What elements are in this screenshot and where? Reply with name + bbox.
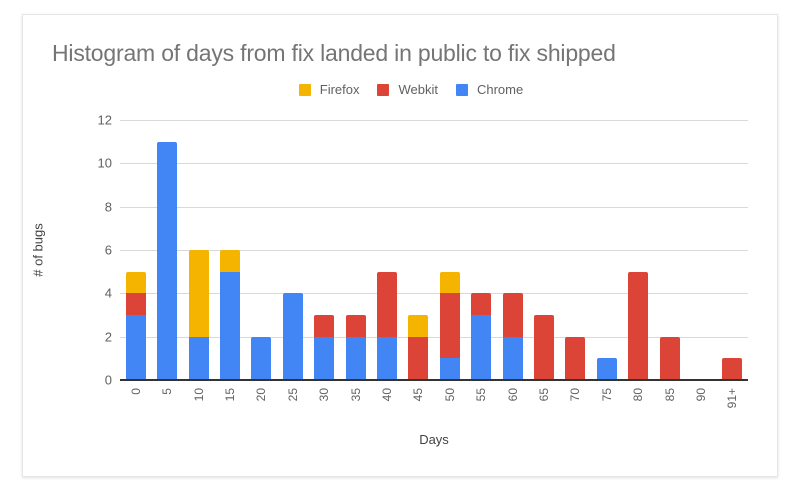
chrome-segment[interactable]	[345, 336, 366, 380]
x-tick-label: 85	[662, 388, 677, 402]
webkit-segment[interactable]	[722, 358, 743, 380]
x-tick-label: 10	[191, 388, 206, 402]
bar-75[interactable]	[596, 358, 617, 380]
bar-45[interactable]	[408, 315, 429, 380]
webkit-segment[interactable]	[125, 293, 146, 315]
x-tick-label: 35	[348, 388, 363, 402]
bar-40[interactable]	[376, 271, 397, 380]
x-tick-label: 20	[254, 388, 269, 402]
gridline	[120, 163, 748, 165]
chart-title: Histogram of days from fix landed in pub…	[52, 40, 616, 66]
y-tick-label: 2	[104, 329, 112, 345]
legend-item-chrome[interactable]: Chrome	[455, 82, 524, 97]
bar-10[interactable]	[188, 250, 209, 380]
gridline	[120, 293, 748, 295]
legend-label: Firefox	[319, 82, 360, 97]
bar-55[interactable]	[471, 293, 492, 380]
x-axis-label: Days	[419, 432, 449, 447]
x-tick-label: 15	[222, 388, 237, 402]
bar-35[interactable]	[345, 315, 366, 380]
webkit-segment[interactable]	[376, 271, 397, 337]
chrome-segment[interactable]	[251, 336, 272, 380]
x-axis-line	[120, 379, 748, 381]
gridline	[120, 336, 748, 338]
webkit-segment[interactable]	[502, 293, 523, 337]
x-tick-label: 45	[411, 388, 426, 402]
chrome-segment[interactable]	[125, 315, 146, 380]
firefox-segment[interactable]	[125, 271, 146, 294]
chrome-segment[interactable]	[188, 336, 209, 380]
x-tick-label: 80	[631, 388, 646, 402]
webkit-segment[interactable]	[345, 315, 366, 337]
firefox-segment[interactable]	[188, 250, 209, 337]
webkit-segment[interactable]	[314, 315, 335, 337]
bar-80[interactable]	[628, 271, 649, 380]
x-tick-label: 40	[379, 388, 394, 402]
bar-65[interactable]	[533, 315, 554, 380]
chrome-segment[interactable]	[439, 358, 460, 380]
x-tick-label: 91+	[725, 388, 740, 409]
bar-85[interactable]	[659, 336, 680, 380]
x-tick-label: 70	[568, 388, 583, 402]
gridline	[120, 206, 748, 208]
chrome-swatch-icon	[455, 83, 468, 96]
x-tick-label: 60	[505, 388, 520, 402]
chrome-segment[interactable]	[314, 336, 335, 380]
bar-30[interactable]	[314, 315, 335, 380]
bar-15[interactable]	[219, 250, 240, 380]
webkit-segment[interactable]	[408, 336, 429, 380]
legend-item-webkit[interactable]: Webkit	[377, 82, 438, 97]
webkit-segment[interactable]	[471, 293, 492, 315]
chrome-segment[interactable]	[502, 336, 523, 380]
legend-item-firefox[interactable]: Firefox	[298, 82, 360, 97]
gridline	[120, 120, 748, 121]
chart-card	[22, 14, 778, 477]
y-tick-label: 4	[104, 285, 112, 301]
y-tick-label: 6	[104, 242, 112, 258]
x-tick-label: 5	[160, 388, 175, 395]
webkit-segment[interactable]	[659, 336, 680, 380]
firefox-segment[interactable]	[408, 315, 429, 337]
gridline	[120, 250, 748, 251]
webkit-swatch-icon	[377, 83, 390, 96]
bar-60[interactable]	[502, 293, 523, 380]
x-tick-label: 50	[442, 388, 457, 402]
x-tick-label: 0	[128, 388, 143, 395]
chrome-segment[interactable]	[157, 141, 178, 380]
bar-91plus[interactable]	[722, 358, 743, 380]
chrome-segment[interactable]	[596, 358, 617, 380]
firefox-swatch-icon	[298, 83, 311, 96]
firefox-segment[interactable]	[219, 250, 240, 272]
plot-area: 0 2 4 6 8 10 12 0 5 10 15 20 25 30 35 40 45 50 55 60 65 70 75 8…	[98, 113, 748, 408]
chrome-segment[interactable]	[471, 315, 492, 380]
y-tick-label: 0	[104, 372, 112, 388]
x-tick-label: 90	[693, 388, 708, 402]
bar-0[interactable]	[125, 271, 146, 380]
firefox-segment[interactable]	[439, 271, 460, 294]
chrome-segment[interactable]	[376, 336, 397, 380]
chrome-segment[interactable]	[282, 293, 303, 380]
x-tick-label: 75	[599, 388, 614, 402]
webkit-segment[interactable]	[565, 336, 586, 380]
chrome-segment[interactable]	[219, 271, 240, 380]
x-tick-label: 30	[317, 388, 332, 402]
webkit-segment[interactable]	[628, 271, 649, 380]
x-tick-label: 55	[474, 388, 489, 402]
y-tick-label: 8	[104, 199, 112, 215]
x-tick-label: 25	[285, 388, 300, 402]
bar-70[interactable]	[565, 336, 586, 380]
bar-25[interactable]	[282, 293, 303, 380]
bar-20[interactable]	[251, 336, 272, 380]
y-axis-label: # of bugs	[30, 223, 46, 277]
y-tick-label: 10	[97, 155, 112, 171]
y-tick-label: 12	[97, 112, 112, 128]
x-tick-label: 65	[536, 388, 551, 402]
webkit-segment[interactable]	[533, 315, 554, 380]
legend-label: Webkit	[398, 82, 438, 97]
legend: Firefox Webkit Chrome	[0, 82, 800, 97]
webkit-segment[interactable]	[439, 293, 460, 359]
bar-50[interactable]	[439, 271, 460, 380]
legend-label: Chrome	[476, 82, 524, 97]
bar-5[interactable]	[157, 141, 178, 380]
